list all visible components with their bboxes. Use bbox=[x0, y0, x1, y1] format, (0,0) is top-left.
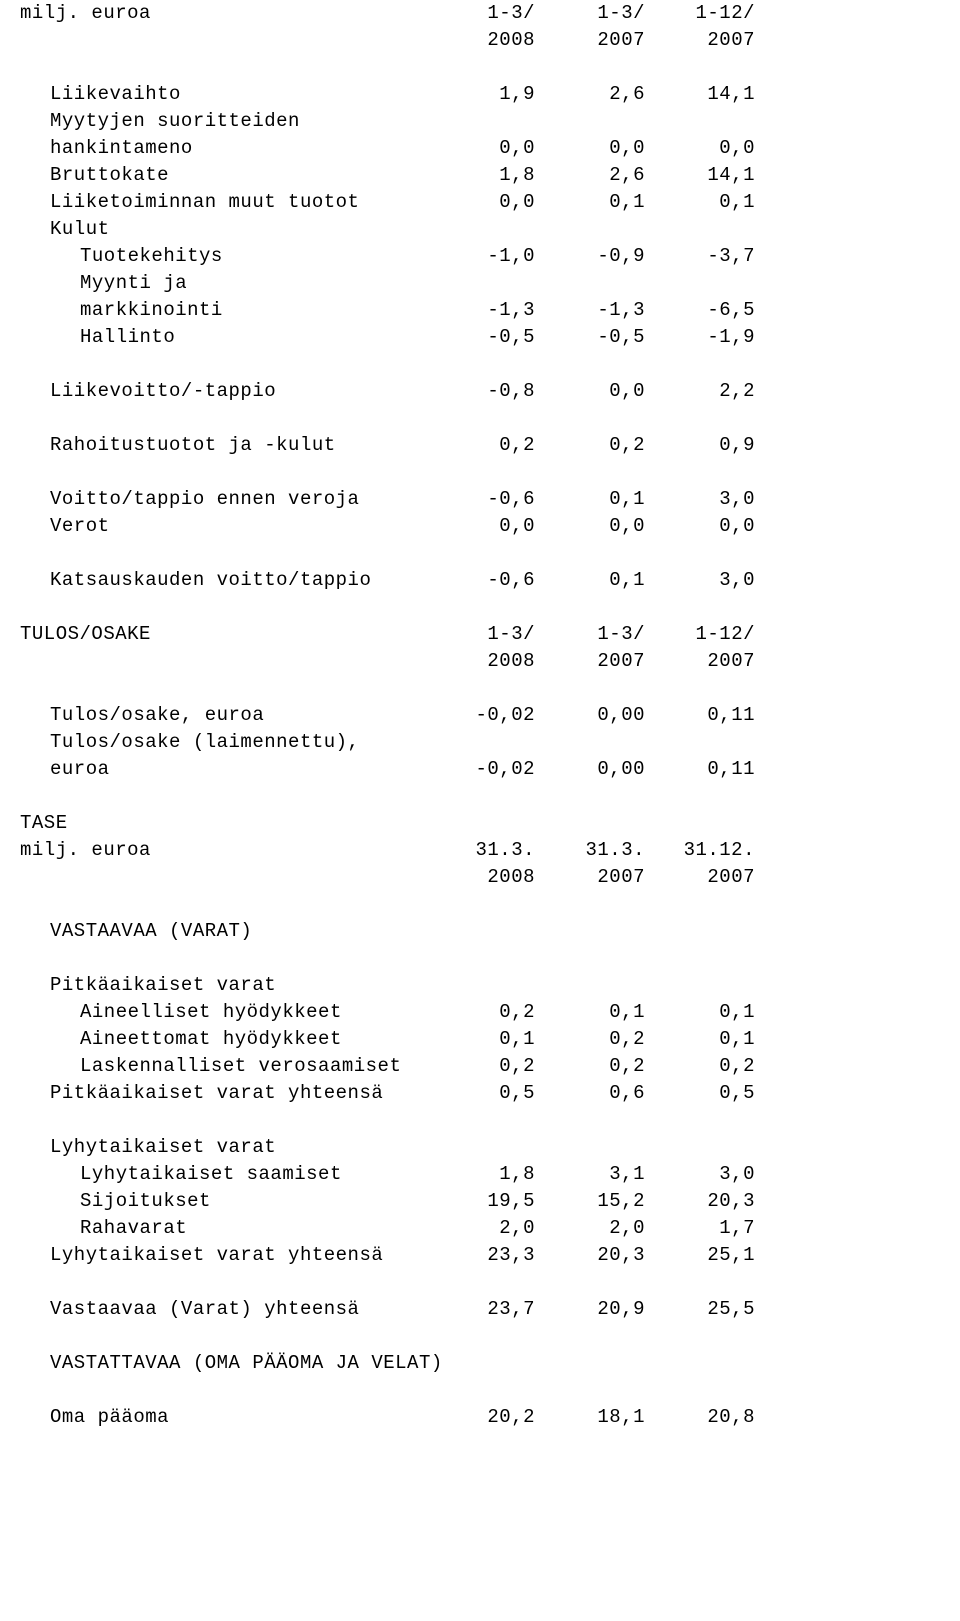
table-row: Sijoitukset19,515,220,3 bbox=[20, 1188, 940, 1215]
sec5-title: VASTATTAVAA (OMA PÄÄOMA JA VELAT) bbox=[20, 1350, 940, 1377]
table-row: Vastaavaa (Varat) yhteensä23,720,925,5 bbox=[20, 1296, 940, 1323]
table-row: Voitto/tappio ennen veroja-0,60,13,0 bbox=[20, 486, 940, 513]
sec1-head-r1: milj. euroa1-3/1-3/1-12/ bbox=[20, 0, 940, 27]
table-row: Liikevaihto1,92,614,1 bbox=[20, 81, 940, 108]
table-row: Rahavarat2,02,01,7 bbox=[20, 1215, 940, 1242]
table-row: Tuotekehitys-1,0-0,9-3,7 bbox=[20, 243, 940, 270]
table-row: Pitkäaikaiset varat yhteensä0,50,60,5 bbox=[20, 1080, 940, 1107]
sec4-group2-title: Lyhytaikaiset varat bbox=[20, 1134, 940, 1161]
table-row: hankintameno0,00,00,0 bbox=[20, 135, 940, 162]
table-row: Verot0,00,00,0 bbox=[20, 513, 940, 540]
table-row: Bruttokate1,82,614,1 bbox=[20, 162, 940, 189]
table-row: Aineelliset hyödykkeet0,20,10,1 bbox=[20, 999, 940, 1026]
table-row: Hallinto-0,5-0,5-1,9 bbox=[20, 324, 940, 351]
table-row: Tulos/osake (laimennettu), bbox=[20, 729, 940, 756]
table-row: Katsauskauden voitto/tappio-0,60,13,0 bbox=[20, 567, 940, 594]
head-label: milj. euroa bbox=[20, 0, 425, 27]
table-row: Myynti ja bbox=[20, 270, 940, 297]
table-row: markkinointi-1,3-1,3-6,5 bbox=[20, 297, 940, 324]
table-row: Lyhytaikaiset saamiset1,83,13,0 bbox=[20, 1161, 940, 1188]
sec4-group1-title: Pitkäaikaiset varat bbox=[20, 972, 940, 999]
table-row: Tulos/osake, euroa-0,020,000,11 bbox=[20, 702, 940, 729]
sec4-title: VASTAAVAA (VARAT) bbox=[20, 918, 940, 945]
financial-document: milj. euroa1-3/1-3/1-12/200820072007 Lii… bbox=[0, 0, 960, 1451]
table-row: Rahoitustuotot ja -kulut0,20,20,9 bbox=[20, 432, 940, 459]
sec1-head-r2: 200820072007 bbox=[20, 27, 940, 54]
table-row: Oma pääoma20,218,120,8 bbox=[20, 1404, 940, 1431]
head-label: TULOS/OSAKE bbox=[20, 621, 425, 648]
sec3-head-label1: TASE bbox=[20, 810, 940, 837]
table-row: Liiketoiminnan muut tuotot0,00,10,1 bbox=[20, 189, 940, 216]
sec2-head-r2: 200820072007 bbox=[20, 648, 940, 675]
table-row: euroa-0,020,000,11 bbox=[20, 756, 940, 783]
table-row: Myytyjen suoritteiden bbox=[20, 108, 940, 135]
table-row: Kulut bbox=[20, 216, 940, 243]
sec3-head-r2: 200820072007 bbox=[20, 864, 940, 891]
table-row: Aineettomat hyödykkeet0,10,20,1 bbox=[20, 1026, 940, 1053]
table-row: Laskennalliset verosaamiset0,20,20,2 bbox=[20, 1053, 940, 1080]
sec2-head-r1: TULOS/OSAKE1-3/1-3/1-12/ bbox=[20, 621, 940, 648]
table-row: Lyhytaikaiset varat yhteensä23,320,325,1 bbox=[20, 1242, 940, 1269]
sec3-head-r1: milj. euroa31.3.31.3.31.12. bbox=[20, 837, 940, 864]
table-row: Liikevoitto/-tappio-0,80,02,2 bbox=[20, 378, 940, 405]
